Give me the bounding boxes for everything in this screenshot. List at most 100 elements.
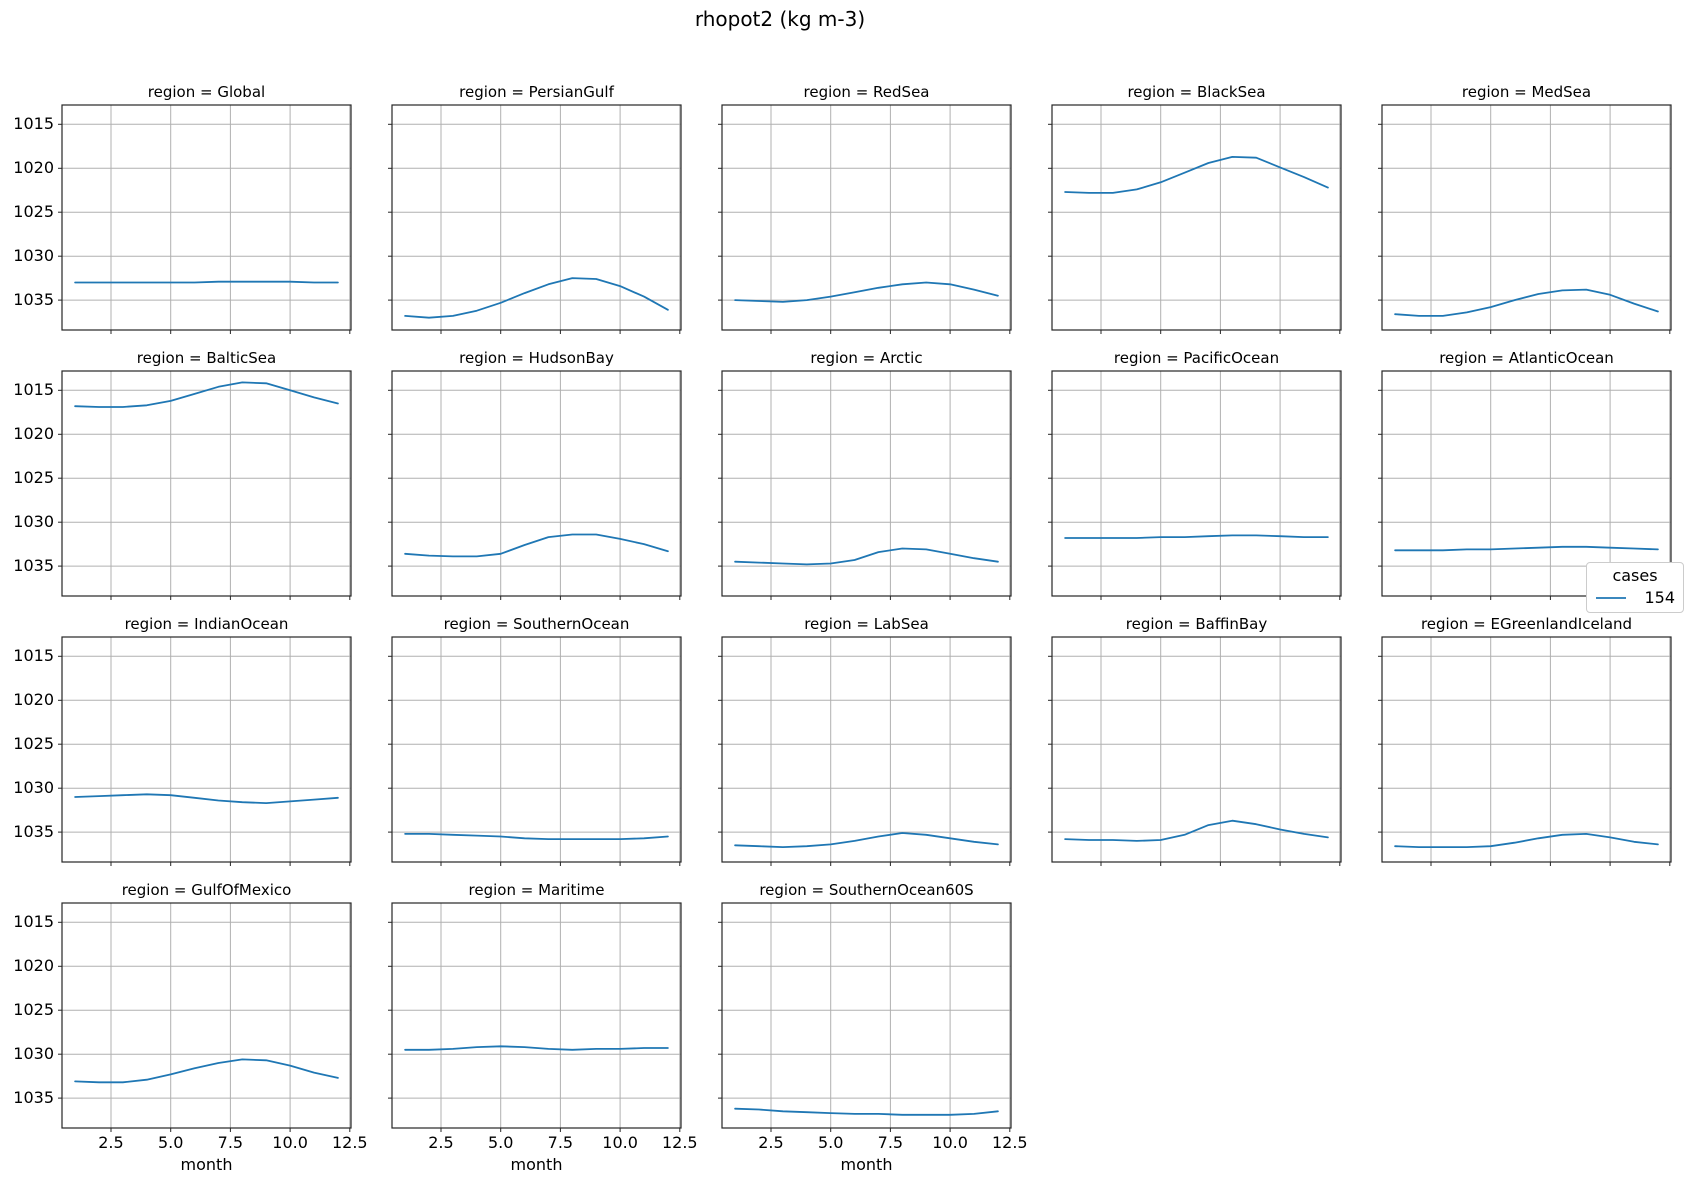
x-tick-label: 12.5 — [991, 1133, 1028, 1152]
x-tick-label: 5.0 — [487, 1133, 514, 1152]
facet-title: region = Global — [147, 83, 266, 101]
facet-grid: region = Global 1015 1020 1025 1030 1035 reg… — [13, 83, 1672, 1174]
facet-plot — [1378, 370, 1672, 600]
facet-plot — [1048, 104, 1342, 334]
facet-panel: region = BalticSea 1015 1020 1025 1030 1035 — [13, 349, 352, 615]
facet-panel: region = RedSea — [718, 83, 1012, 349]
facet-title: region = Arctic — [810, 349, 923, 367]
facet-panel: region = GulfOfMexico 1015 1020 1025 1030 10… — [13, 881, 367, 1174]
y-tick-label: 1030 — [13, 778, 54, 798]
facet-title: region = LabSea — [804, 615, 929, 633]
y-tick-label: 1015 — [13, 912, 54, 932]
facet-plot — [388, 104, 682, 334]
y-tick-label: 1025 — [13, 202, 54, 222]
facet-plot — [718, 104, 1012, 334]
facet-title: region = BlackSea — [1127, 83, 1266, 101]
facet-panel: region = MedSea — [1378, 83, 1672, 349]
facet-plot — [1048, 370, 1342, 600]
facet-title: region = SouthernOcean — [443, 615, 630, 633]
facet-title: region = MedSea — [1461, 83, 1592, 101]
x-tick-label: 5.0 — [157, 1133, 184, 1152]
y-tick-label: 1015 — [13, 380, 54, 400]
x-tick-label: 10.0 — [932, 1133, 968, 1152]
y-tick-label: 1035 — [13, 822, 54, 842]
y-tick-label: 1025 — [13, 1000, 54, 1020]
facet-plot — [718, 902, 1012, 1132]
x-tick-label: 2.5 — [428, 1133, 454, 1152]
x-tick-label: 12.5 — [331, 1133, 368, 1152]
facet-panel: region = Maritime 2.5 5.0 7.5 10.0 12.5 month — [388, 881, 698, 1174]
facet-plot — [1048, 636, 1342, 866]
y-tick-label: 1025 — [13, 734, 54, 754]
facet-panel: region = IndianOcean 1015 1020 1025 1030 103… — [13, 615, 352, 881]
facet-panel: region = PersianGulf — [388, 83, 682, 349]
facet-panel: region = Global 1015 1020 1025 1030 1035 — [13, 83, 352, 349]
x-tick-label: 7.5 — [217, 1133, 244, 1152]
x-tick-label: 7.5 — [547, 1133, 574, 1152]
y-tick-label: 1035 — [13, 290, 54, 310]
facet-title: region = SouthernOcean60S — [759, 881, 974, 899]
y-tick-label: 1015 — [13, 114, 54, 134]
facet-panel: region = BaffinBay — [1048, 615, 1342, 881]
y-tick-label: 1020 — [13, 690, 54, 710]
x-tick-label: 10.0 — [272, 1133, 308, 1152]
legend-entry-label: 154 — [1644, 588, 1675, 607]
facet-title: region = RedSea — [803, 83, 930, 101]
facet-panel: region = EGreenlandIceland — [1378, 615, 1672, 881]
facet-panel: region = AtlanticOcean — [1378, 349, 1672, 615]
facet-title: region = EGreenlandIceland — [1420, 615, 1633, 633]
facet-panel: region = LabSea — [718, 615, 1012, 881]
legend: cases 154 — [1586, 562, 1684, 613]
facet-title: region = PersianGulf — [459, 83, 614, 101]
y-tick-label: 1030 — [13, 1044, 54, 1064]
x-tick-label: 10.0 — [602, 1133, 638, 1152]
facet-title: region = AtlanticOcean — [1439, 349, 1614, 367]
y-tick-label: 1020 — [13, 956, 54, 976]
y-tick-label: 1035 — [13, 556, 54, 576]
facet-plot — [1378, 636, 1672, 866]
facet-plot — [58, 104, 352, 334]
x-tick-label: 2.5 — [98, 1133, 124, 1152]
facet-plot — [1378, 104, 1672, 334]
x-axis-label: month — [180, 1155, 233, 1174]
facet-title: region = HudsonBay — [459, 349, 614, 367]
facet-title: region = GulfOfMexico — [121, 881, 292, 899]
facet-title: region = PacificOcean — [1113, 349, 1280, 367]
x-tick-label: 5.0 — [817, 1133, 844, 1152]
x-tick-label: 12.5 — [661, 1133, 698, 1152]
x-tick-label: 2.5 — [758, 1133, 784, 1152]
y-tick-label: 1030 — [13, 246, 54, 266]
facet-plot — [388, 902, 682, 1132]
facet-panel: region = PacificOcean — [1048, 349, 1342, 615]
figure-title: rhopot2 (kg m-3) — [694, 7, 866, 31]
facet-panel: region = HudsonBay — [388, 349, 682, 615]
facet-panel: region = SouthernOcean — [388, 615, 682, 881]
legend-line-sample-icon — [1596, 596, 1626, 599]
facet-title: region = IndianOcean — [124, 615, 289, 633]
facet-panel: region = SouthernOcean60S 2.5 5.0 7.5 10.0 1… — [718, 881, 1028, 1174]
facet-plot — [58, 902, 352, 1132]
y-tick-label: 1035 — [13, 1088, 54, 1108]
y-tick-label: 1020 — [13, 424, 54, 444]
facet-plot — [58, 370, 352, 600]
facet-title: region = BalticSea — [136, 349, 277, 367]
y-tick-label: 1025 — [13, 468, 54, 488]
x-axis-label: month — [840, 1155, 893, 1174]
facet-title: region = Maritime — [468, 881, 605, 899]
facet-panel: region = BlackSea — [1048, 83, 1342, 349]
x-axis-label: month — [510, 1155, 563, 1174]
facet-plot — [58, 636, 352, 866]
facet-panel: region = Arctic — [718, 349, 1012, 615]
x-tick-label: 7.5 — [877, 1133, 904, 1152]
y-tick-label: 1030 — [13, 512, 54, 532]
facet-title: region = BaffinBay — [1125, 615, 1268, 633]
y-tick-label: 1015 — [13, 646, 54, 666]
facet-plot — [718, 636, 1012, 866]
legend-title: cases — [1612, 566, 1658, 585]
facet-plot — [388, 636, 682, 866]
facet-plot — [718, 370, 1012, 600]
facet-plot — [388, 370, 682, 600]
legend-entry: 154 — [1595, 588, 1675, 607]
y-tick-label: 1020 — [13, 158, 54, 178]
